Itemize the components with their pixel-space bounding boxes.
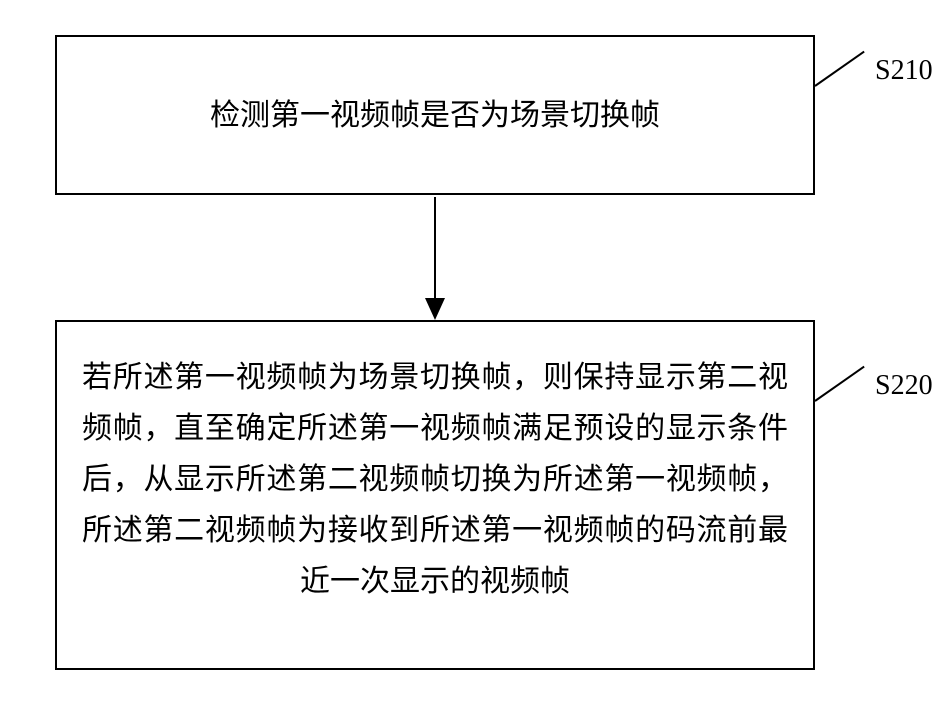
step-2-label: S220 <box>875 370 933 402</box>
arrow-line <box>434 197 436 302</box>
flowchart-step-1: 检测第一视频帧是否为场景切换帧 <box>55 35 815 195</box>
step-2-text: 若所述第一视频帧为场景切换帧，则保持显示第二视频帧，直至确定所述第一视频帧满足预… <box>82 352 788 607</box>
step-1-label: S210 <box>875 55 933 87</box>
label-connector-2 <box>814 366 864 402</box>
step-1-text: 检测第一视频帧是否为场景切换帧 <box>210 93 660 138</box>
label-connector-1 <box>814 51 864 87</box>
arrow-head-icon <box>425 298 445 320</box>
flowchart-step-2: 若所述第一视频帧为场景切换帧，则保持显示第二视频帧，直至确定所述第一视频帧满足预… <box>55 320 815 670</box>
